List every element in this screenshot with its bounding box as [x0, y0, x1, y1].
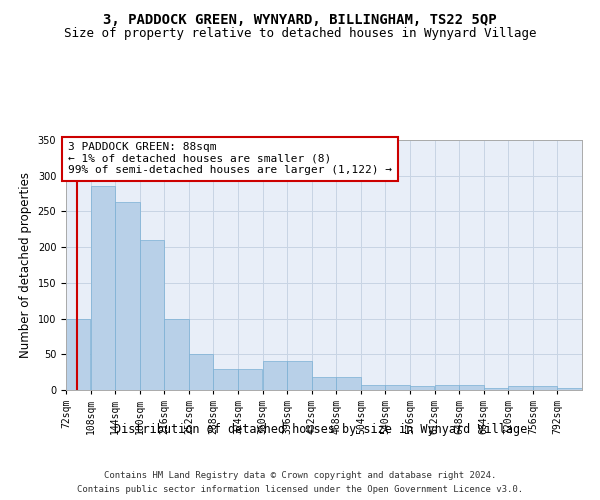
Y-axis label: Number of detached properties: Number of detached properties — [19, 172, 32, 358]
Bar — [484, 388, 508, 390]
Bar — [434, 385, 459, 390]
Bar — [336, 377, 361, 390]
Bar — [287, 362, 311, 390]
Bar — [557, 388, 582, 390]
Bar — [361, 385, 385, 390]
Bar — [214, 368, 238, 390]
Bar — [263, 362, 287, 390]
Bar — [189, 354, 213, 390]
Bar — [140, 240, 164, 390]
Bar — [508, 386, 533, 390]
Text: 3 PADDOCK GREEN: 88sqm
← 1% of detached houses are smaller (8)
99% of semi-detac: 3 PADDOCK GREEN: 88sqm ← 1% of detached … — [68, 142, 392, 176]
Text: Size of property relative to detached houses in Wynyard Village: Size of property relative to detached ho… — [64, 28, 536, 40]
Bar — [115, 202, 140, 390]
Bar — [312, 377, 336, 390]
Text: Contains public sector information licensed under the Open Government Licence v3: Contains public sector information licen… — [77, 485, 523, 494]
Bar — [459, 385, 484, 390]
Bar — [385, 385, 410, 390]
Text: Contains HM Land Registry data © Crown copyright and database right 2024.: Contains HM Land Registry data © Crown c… — [104, 471, 496, 480]
Bar — [533, 386, 557, 390]
Text: Distribution of detached houses by size in Wynyard Village: Distribution of detached houses by size … — [115, 422, 527, 436]
Bar — [410, 386, 434, 390]
Bar — [66, 318, 91, 390]
Bar — [238, 368, 262, 390]
Bar — [91, 186, 115, 390]
Text: 3, PADDOCK GREEN, WYNYARD, BILLINGHAM, TS22 5QP: 3, PADDOCK GREEN, WYNYARD, BILLINGHAM, T… — [103, 12, 497, 26]
Bar — [164, 318, 188, 390]
